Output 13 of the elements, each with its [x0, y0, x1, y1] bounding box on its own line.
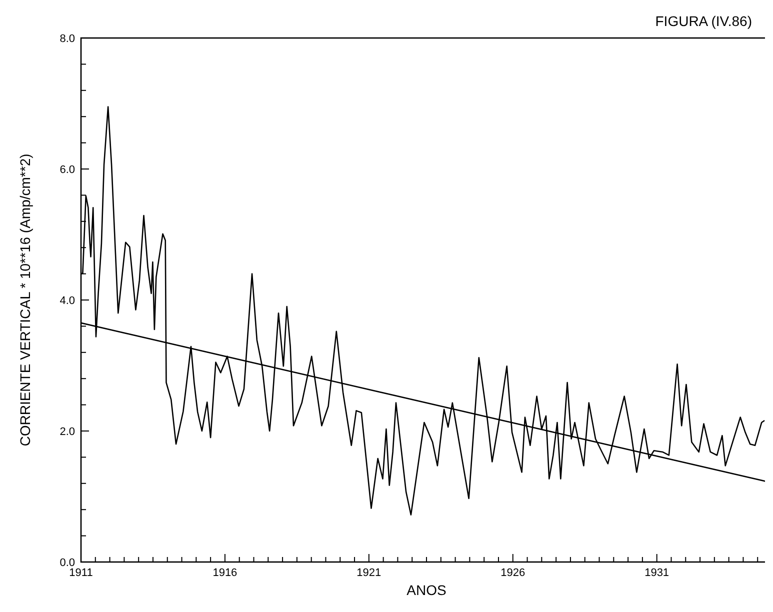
x-tick-label: 1921 — [356, 567, 382, 579]
y-tick-label: 6.0 — [60, 164, 75, 176]
chart-title: FIGURA (IV.86) — [655, 13, 752, 29]
x-tick-label: 1926 — [500, 567, 526, 579]
x-tick-label: 1931 — [644, 567, 670, 579]
x-tick-label: 1911 — [69, 567, 93, 579]
y-axis-title: CORRIENTE VERTICAL * 10**16 (Amp/cm**2) — [17, 154, 33, 446]
y-tick-label: 0.0 — [60, 557, 75, 569]
y-tick-label: 2.0 — [60, 426, 75, 438]
x-axis-title: ANOS — [406, 582, 446, 598]
y-tick-label: 4.0 — [60, 295, 75, 307]
y-tick-label: 8.0 — [60, 33, 75, 45]
x-tick-label: 1916 — [212, 567, 238, 579]
